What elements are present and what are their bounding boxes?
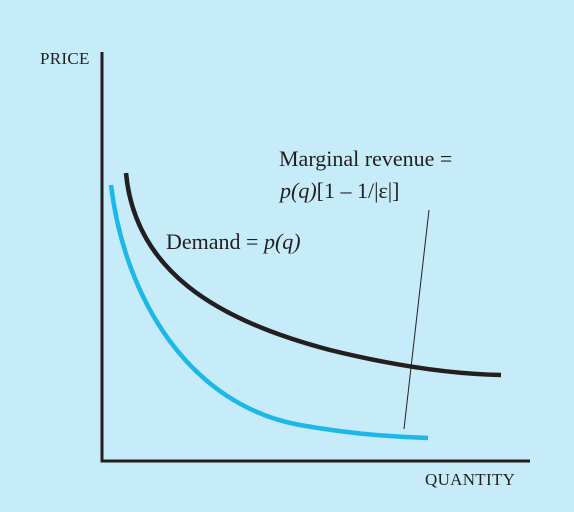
demand-curve	[123, 172, 502, 378]
demand-label: Demand = p(q)	[166, 229, 301, 255]
marginal-revenue-label-line1: Marginal revenue =	[279, 146, 453, 171]
marginal-revenue-curve	[108, 184, 429, 441]
mr-leader-line	[403, 209, 430, 430]
mr-label-func: p(q)	[280, 178, 317, 203]
y-axis-label: PRICE	[40, 49, 90, 68]
mr-label-rest: [1 – 1/|ε|]	[316, 178, 400, 203]
demand-label-func: p(q)	[263, 229, 301, 254]
x-axis-label: QUANTITY	[425, 470, 516, 489]
demand-label-prefix: Demand =	[166, 229, 264, 254]
marginal-revenue-label-line2: p(q)[1 – 1/|ε|]	[280, 178, 399, 204]
